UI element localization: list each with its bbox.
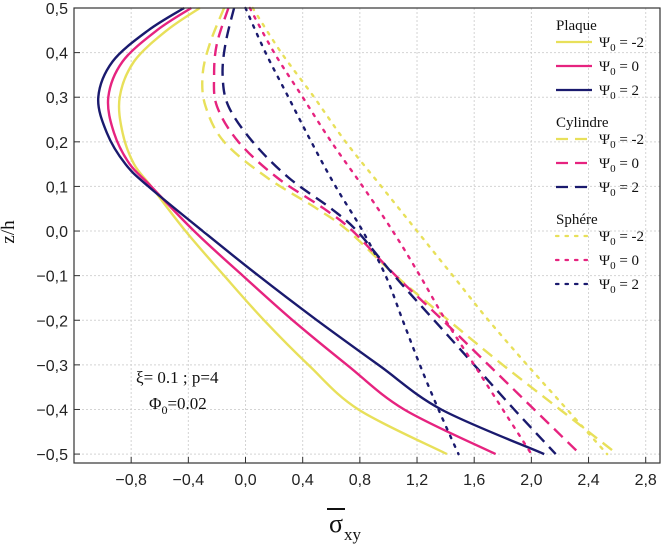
legend-entry: Ψ0 = -2 [599, 35, 644, 54]
y-tick-label: −0,3 [36, 358, 68, 375]
grid-lines [74, 7, 660, 463]
x-tick-label: 2,8 [635, 472, 657, 489]
series-line-3 [201, 7, 618, 456]
annotation-phi-value: =0.02 [167, 394, 206, 413]
y-tick-label: −0,4 [36, 402, 68, 419]
y-tick-label: 0,3 [46, 90, 68, 107]
legend-entry: Ψ0 = 2 [599, 180, 639, 199]
annotation-phi: Φ [149, 394, 161, 413]
series-line-7 [248, 6, 533, 456]
series-line-4 [212, 7, 581, 455]
legend-entry: Ψ0 = -2 [599, 132, 644, 151]
y-tick-label: −0,1 [36, 269, 68, 286]
legend-entry: Ψ0 = -2 [599, 229, 644, 248]
annotation-line-1: ξ= 0.1 ; p=4 [136, 368, 219, 387]
x-tick-label: 1,2 [406, 472, 428, 489]
x-tick-label: −0,4 [173, 472, 205, 489]
x-tick-label: 0,8 [349, 472, 371, 489]
y-tick-label: 0,5 [46, 1, 68, 18]
legend-entry: Ψ0 = 0 [599, 253, 639, 272]
series-line-6 [251, 6, 609, 456]
annotation: ξ= 0.1 ; p=4 Φ0=0.02 [136, 368, 219, 417]
x-axis-label: σ xy [327, 508, 362, 544]
x-tick-label: 0,4 [292, 472, 314, 489]
series-line-8 [244, 6, 460, 456]
x-tick-label: 2,4 [577, 472, 599, 489]
x-axis-label-subscript: xy [344, 525, 362, 544]
y-tick-label: 0,4 [46, 46, 68, 63]
legend-entry: Ψ0 = 0 [599, 59, 639, 78]
annotation-phi-sub: 0 [161, 403, 167, 417]
legend-entry: Ψ0 = 0 [599, 156, 639, 175]
legend-group-title: Cylindre [556, 115, 609, 131]
y-axis-label: z/h [0, 220, 19, 244]
x-tick-label: 1,6 [463, 472, 485, 489]
x-axis-label-symbol: σ [329, 509, 343, 538]
axis-ticks: −0,8 −0,4 0,0 0,4 0,8 1,2 1,6 2,0 2,4 2,8 0,5 0,4 0,… [36, 1, 657, 489]
legend-group-title: Plaque [556, 18, 597, 34]
legend-entry: Ψ0 = 2 [599, 83, 639, 102]
legend-group-title: Sphére [556, 212, 598, 228]
y-tick-label: 0,1 [46, 179, 68, 196]
legend-entry: Ψ0 = 2 [599, 277, 639, 296]
x-tick-label: 0,0 [234, 472, 256, 489]
y-tick-label: −0,5 [36, 447, 68, 464]
y-tick-label: 0,0 [46, 224, 68, 241]
y-tick-label: 0,2 [46, 135, 68, 152]
series-line-5 [221, 7, 557, 455]
y-tick-label: −0,2 [36, 313, 68, 330]
x-tick-label: 2,0 [520, 472, 542, 489]
series-line-2 [96, 6, 545, 456]
series-lines [96, 6, 618, 456]
x-tick-label: −0,8 [115, 472, 147, 489]
annotation-line-2: Φ0=0.02 [149, 394, 207, 417]
plot-frame [73, 7, 661, 464]
